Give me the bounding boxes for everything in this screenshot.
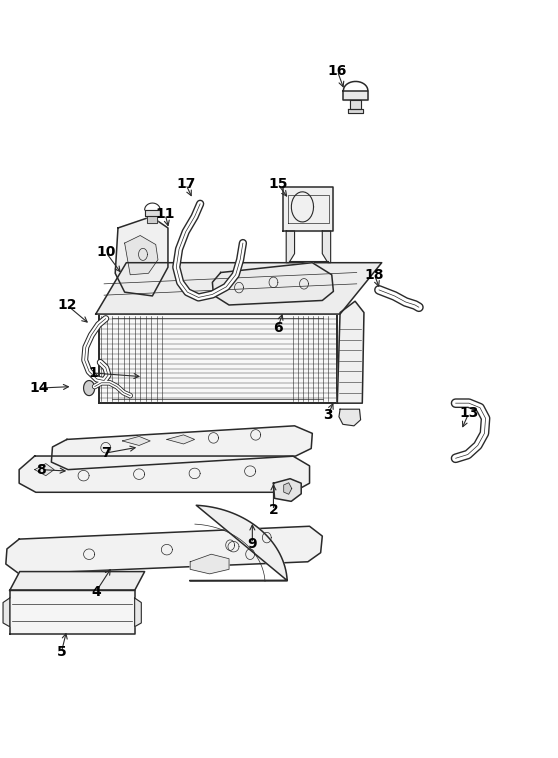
Polygon shape	[350, 99, 361, 108]
Polygon shape	[6, 526, 323, 574]
Polygon shape	[115, 217, 168, 296]
Polygon shape	[283, 187, 334, 231]
Polygon shape	[124, 236, 158, 275]
Text: 4: 4	[91, 585, 100, 599]
Polygon shape	[147, 216, 157, 224]
Text: 13: 13	[459, 406, 479, 420]
Polygon shape	[51, 426, 312, 470]
Polygon shape	[343, 90, 368, 99]
Text: 14: 14	[30, 381, 49, 395]
Polygon shape	[145, 210, 160, 216]
Text: 2: 2	[268, 503, 278, 518]
Polygon shape	[122, 437, 150, 446]
Text: 8: 8	[36, 462, 46, 477]
Polygon shape	[84, 381, 95, 396]
Text: 3: 3	[323, 409, 333, 422]
Text: 6: 6	[273, 321, 283, 334]
Polygon shape	[99, 314, 337, 403]
Polygon shape	[19, 456, 310, 492]
Polygon shape	[190, 506, 287, 581]
Text: 15: 15	[268, 177, 287, 191]
Text: 17: 17	[176, 177, 195, 191]
Polygon shape	[337, 301, 364, 403]
Polygon shape	[9, 590, 134, 634]
Text: 1: 1	[88, 366, 98, 380]
Polygon shape	[9, 572, 145, 590]
Text: 16: 16	[328, 64, 347, 78]
Text: 10: 10	[96, 245, 116, 259]
Polygon shape	[134, 598, 141, 627]
Polygon shape	[339, 409, 360, 426]
Polygon shape	[190, 554, 229, 574]
Polygon shape	[96, 263, 382, 314]
Polygon shape	[286, 231, 295, 263]
Polygon shape	[213, 263, 334, 305]
Text: 5: 5	[56, 645, 66, 659]
Text: 11: 11	[156, 208, 175, 221]
Polygon shape	[348, 108, 363, 113]
Text: 7: 7	[101, 446, 110, 460]
Polygon shape	[283, 483, 292, 494]
Text: 18: 18	[365, 268, 384, 282]
Text: 9: 9	[248, 537, 257, 550]
Polygon shape	[167, 435, 195, 444]
Text: 12: 12	[57, 298, 76, 312]
Polygon shape	[35, 464, 54, 476]
Polygon shape	[323, 231, 331, 263]
Polygon shape	[273, 479, 301, 501]
Polygon shape	[3, 598, 9, 627]
